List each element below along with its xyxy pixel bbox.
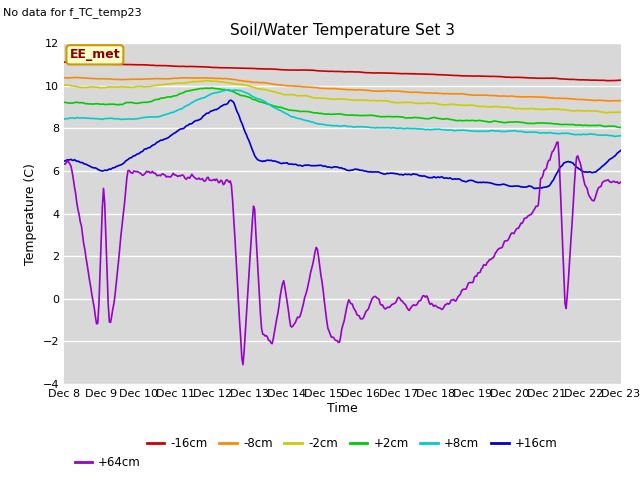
Y-axis label: Temperature (C): Temperature (C)	[24, 163, 37, 264]
Legend: -16cm, -8cm, -2cm, +2cm, +8cm, +16cm: -16cm, -8cm, -2cm, +2cm, +8cm, +16cm	[142, 432, 562, 455]
X-axis label: Time: Time	[327, 402, 358, 415]
Text: EE_met: EE_met	[70, 48, 120, 61]
Title: Soil/Water Temperature Set 3: Soil/Water Temperature Set 3	[230, 23, 455, 38]
Legend: +64cm: +64cm	[70, 452, 146, 474]
Text: No data for f_TC_temp23: No data for f_TC_temp23	[3, 7, 142, 18]
